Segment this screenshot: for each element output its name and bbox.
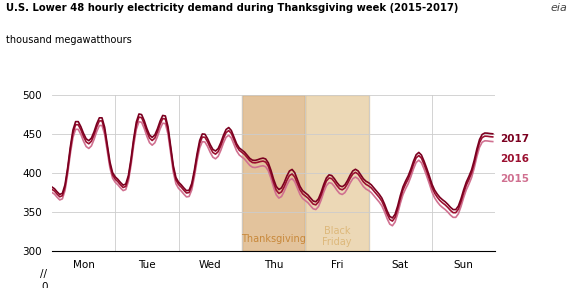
Text: 0: 0 (41, 282, 47, 288)
Text: thousand megawatthours: thousand megawatthours (6, 35, 131, 45)
Text: Thanksgiving: Thanksgiving (241, 234, 306, 244)
Text: 2016: 2016 (500, 154, 529, 164)
Bar (242, 95, 305, 251)
Text: //: // (40, 269, 47, 279)
Text: 2017: 2017 (500, 134, 529, 144)
Text: 2015: 2015 (500, 174, 529, 184)
Text: U.S. Lower 48 hourly electricity demand during Thanksgiving week (2015-2017): U.S. Lower 48 hourly electricity demand … (6, 3, 458, 13)
Text: Black
Friday: Black Friday (322, 226, 352, 247)
Bar (305, 95, 369, 251)
Text: eia: eia (551, 3, 567, 13)
